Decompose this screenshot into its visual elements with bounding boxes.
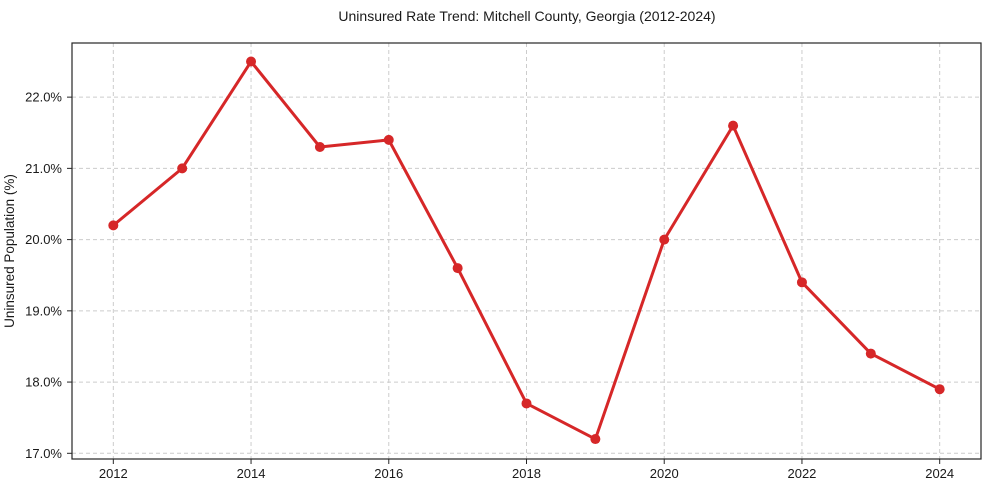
data-point (383, 134, 394, 145)
data-point (452, 263, 463, 274)
data-point (934, 384, 945, 395)
data-point (590, 434, 601, 445)
x-tick-label: 2016 (374, 466, 403, 481)
data-point (865, 348, 876, 359)
x-tick-label: 2014 (237, 466, 266, 481)
y-tick-label: 21.0% (25, 161, 62, 176)
data-point (659, 234, 670, 245)
x-tick-label: 2018 (512, 466, 541, 481)
y-tick-label: 18.0% (25, 375, 62, 390)
x-tick-label: 2022 (787, 466, 816, 481)
chart-title: Uninsured Rate Trend: Mitchell County, G… (338, 8, 716, 24)
data-point (314, 142, 325, 152)
data-point (521, 398, 532, 409)
y-tick-label: 22.0% (25, 90, 62, 105)
data-point (108, 220, 119, 231)
x-tick-label: 2012 (99, 466, 128, 481)
y-tick-label: 17.0% (25, 446, 62, 461)
x-tick-label: 2024 (925, 466, 954, 481)
data-point (728, 120, 739, 131)
y-tick-label: 20.0% (25, 232, 62, 247)
data-point (246, 56, 257, 67)
x-tick-label: 2020 (650, 466, 679, 481)
y-axis-label: Uninsured Population (%) (2, 174, 17, 328)
data-point (177, 163, 188, 174)
y-tick-label: 19.0% (25, 303, 62, 318)
data-point (796, 277, 807, 288)
